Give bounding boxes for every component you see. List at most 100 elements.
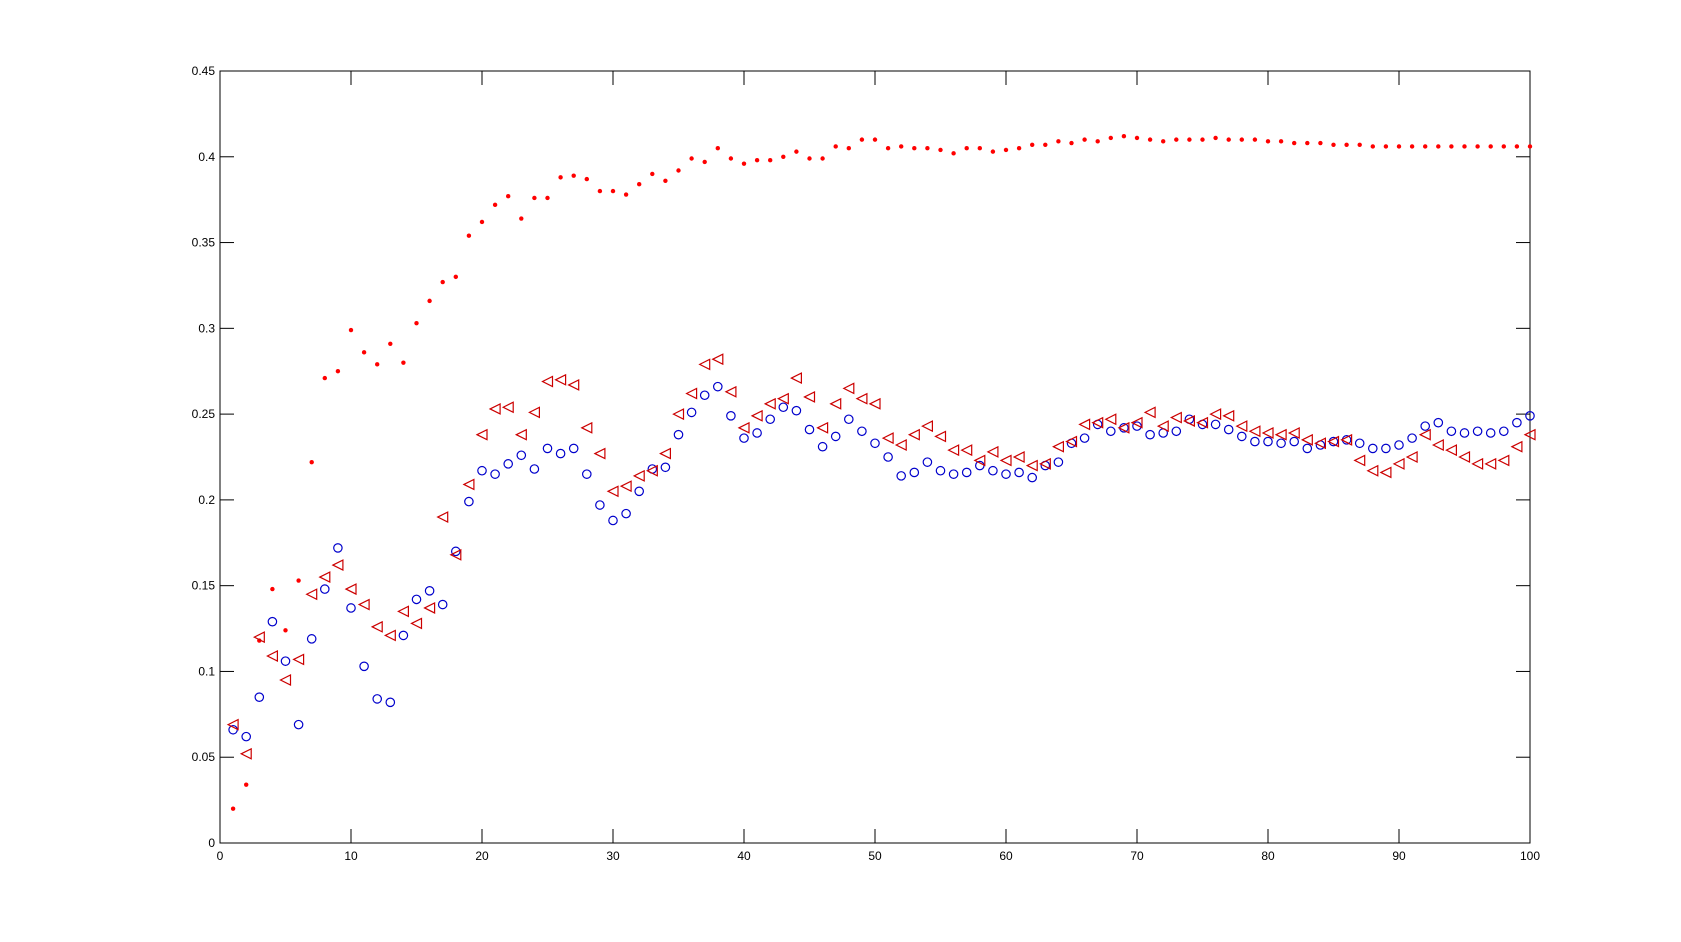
data-point-circle [870,438,880,449]
data-point-circle [1145,429,1155,440]
data-point-dot [1016,146,1022,151]
data-point-dot [1161,139,1166,144]
data-point-triangle [331,559,344,572]
data-point-circle [686,407,697,418]
x-tick-label: 90 [1392,849,1406,863]
data-point-circle [398,630,409,641]
data-point-triangle [632,469,645,482]
data-point-circle [765,414,775,425]
y-tick-label: 0.4 [198,150,215,164]
data-point-dot [322,375,327,381]
series-dot [230,133,1533,811]
data-point-circle [1027,472,1037,483]
data-point-triangle [410,617,423,630]
data-point-triangle [252,631,265,644]
data-point-triangle [1012,451,1025,463]
data-point-dot [1409,144,1415,149]
data-point-dot [1174,137,1179,142]
data-point-triangle [1458,451,1471,463]
data-point-dot [361,350,367,355]
data-point-triangle [1314,437,1327,450]
data-point-dot [1265,139,1271,144]
data-point-circle [346,603,356,613]
data-point-triangle [357,598,370,611]
data-point-dot [846,146,851,151]
data-point-dot [1383,144,1389,149]
data-point-triangle [279,674,292,686]
data-point-triangle [462,478,475,491]
data-point-circle [1368,443,1378,454]
data-point-circle [726,411,736,421]
data-point-triangle [1222,409,1235,422]
data-point-triangle [868,397,881,410]
data-point-circle [843,414,854,425]
data-point-dot [912,146,917,151]
data-point-triangle [737,421,750,434]
data-point-dot [1370,144,1376,149]
data-point-circle [1171,426,1182,437]
data-point-dot [1357,142,1362,147]
data-point-dot [1331,142,1336,147]
data-point-triangle [1169,411,1182,424]
data-point-dot [1239,137,1245,142]
data-point-circle [581,469,592,479]
data-point-triangle [1366,464,1379,477]
data-point-circle [1132,421,1142,431]
data-point-dot [1514,144,1520,149]
data-point-circle [1512,417,1522,428]
data-point-dot [309,459,314,465]
data-point-dot [1501,144,1507,149]
data-point-triangle [960,444,973,457]
data-point-dot [650,171,655,177]
data-point-circle [1459,428,1470,438]
data-point-triangle [907,428,920,441]
data-point-dot [545,195,550,201]
data-point-circle [1106,426,1116,437]
data-point-triangle [672,408,685,421]
data-point-circle [817,441,828,452]
data-point-circle [712,381,723,392]
data-point-dot [1213,135,1218,141]
data-point-circle [1014,467,1024,478]
data-point-circle [555,448,566,459]
data-point-dot [859,137,865,142]
x-axis: 0 10 20 30 40 50 60 70 80 90 100 [217,71,1540,863]
data-point-triangle [1471,457,1484,470]
data-point-circle [1276,438,1286,449]
data-point-dot [1056,139,1061,144]
data-point-triangle [803,390,816,403]
data-point-triangle [816,421,829,434]
data-point-circle [948,469,959,479]
data-point-circle [935,465,946,476]
data-point-dot [1436,144,1441,149]
data-point-dot [1082,137,1087,142]
data-point-dot [702,159,707,165]
data-point-triangle [226,718,239,731]
data-point-circle [306,634,317,644]
data-point-dot [1147,137,1153,142]
data-point-circle [280,656,291,666]
data-point-triangle [449,548,462,561]
data-point-triangle [593,447,606,460]
data-point-dot [283,628,288,633]
data-point-triangle [894,439,907,451]
data-point-circle [595,500,605,510]
data-point-dot [1187,137,1192,142]
data-point-dot [479,219,485,225]
data-point-triangle [999,454,1012,467]
data-point-triangle [606,485,619,498]
data-point-dot [492,202,498,208]
data-point-dot [401,360,406,365]
data-point-triangle [1418,428,1431,441]
data-point-dot [1030,142,1035,147]
data-point-triangle [1078,418,1091,431]
data-point-triangle [423,601,436,614]
data-point-triangle [436,511,449,524]
data-point-dot [689,156,694,161]
data-point-triangle [370,620,383,633]
data-point-dot [1226,137,1231,142]
data-point-circle [529,464,540,474]
data-point-circle [1407,433,1417,443]
data-point-triangle [973,454,986,467]
data-point-triangle [1235,420,1248,433]
